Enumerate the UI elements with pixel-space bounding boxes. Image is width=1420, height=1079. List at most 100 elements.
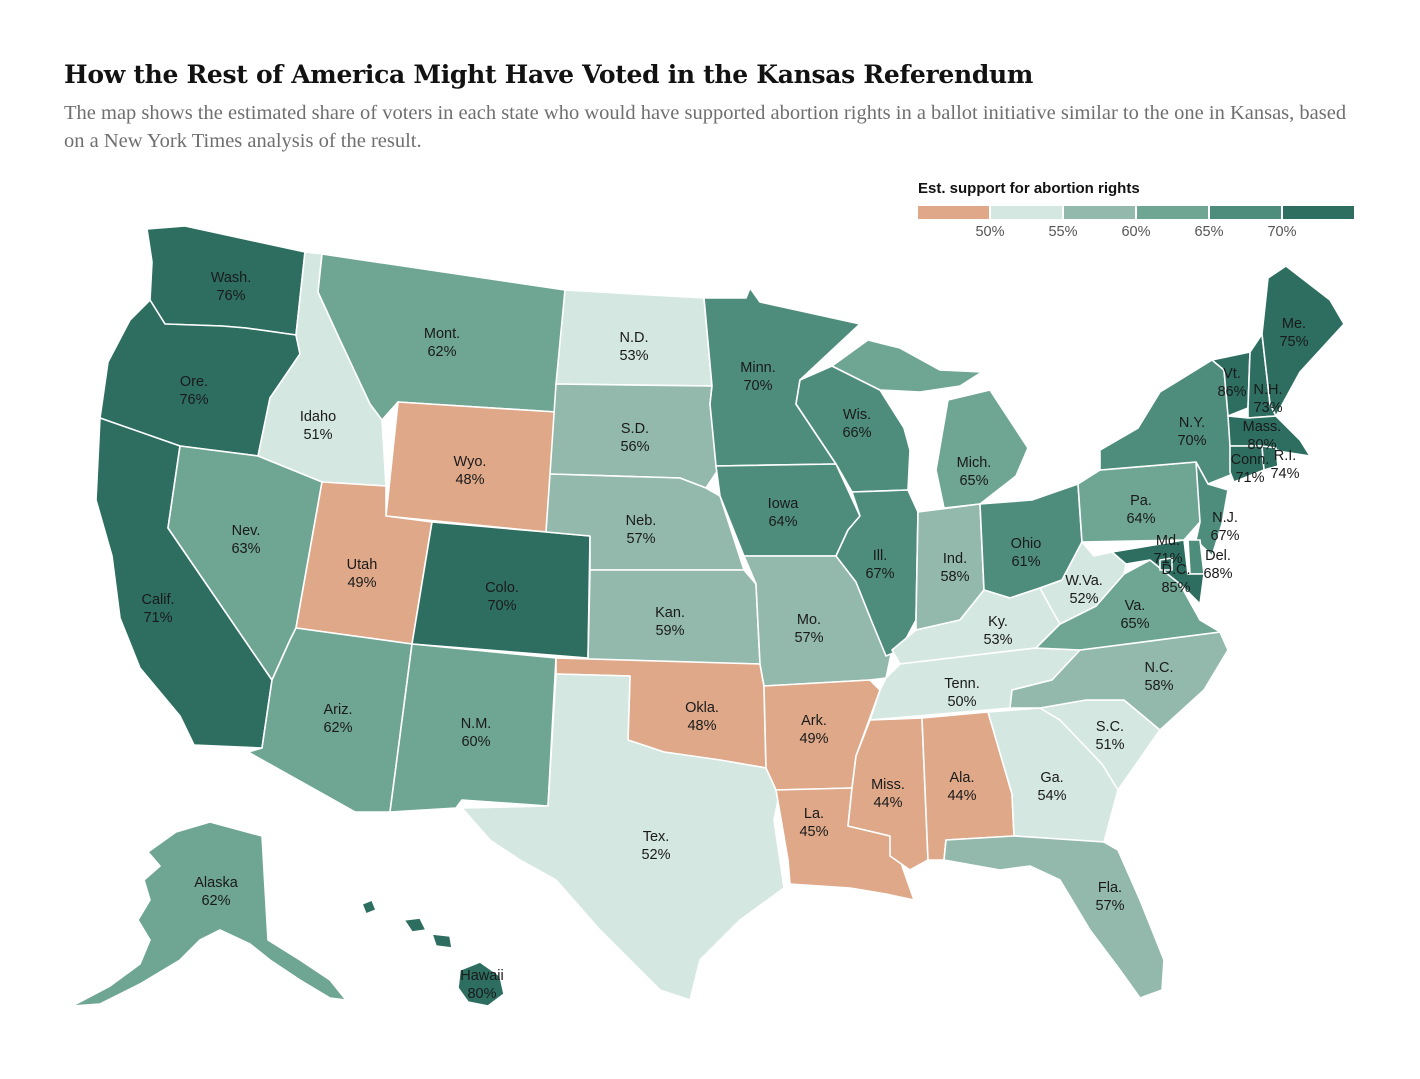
legend-tick-55: 55% (1048, 224, 1078, 240)
label-nv-name: Nev. (232, 523, 261, 539)
label-ga-value: 54% (1037, 788, 1066, 804)
label-sd-value: 56% (620, 439, 649, 455)
legend-tick-50: 50% (975, 224, 1005, 240)
label-sc-value: 51% (1095, 737, 1124, 753)
label-wy-value: 48% (455, 472, 484, 488)
label-ia-value: 64% (768, 514, 797, 530)
state-nj (1195, 461, 1229, 557)
legend-tick-65: 65% (1194, 224, 1224, 240)
state-vt (1211, 351, 1251, 417)
state-ak (71, 821, 347, 1007)
label-nd-name: N.D. (620, 330, 649, 346)
label-va-value: 65% (1120, 616, 1149, 632)
label-nh-value: 73% (1253, 400, 1282, 416)
label-md-name: Md. (1156, 533, 1180, 549)
label-sc-name: S.C. (1096, 719, 1124, 735)
state-dc (1159, 557, 1173, 571)
label-dc-name: D.C. (1162, 562, 1191, 578)
label-nm-name: N.M. (461, 716, 492, 732)
state-hi-islands (361, 899, 453, 949)
label-ar-name: Ark. (801, 713, 827, 729)
label-nj-value: 67% (1210, 528, 1239, 544)
label-ms-name: Miss. (871, 777, 905, 793)
legend-swatch-60-65 (1137, 206, 1208, 219)
label-me-name: Me. (1282, 316, 1306, 332)
label-ky-name: Ky. (988, 614, 1008, 630)
state-hi (457, 961, 505, 1007)
label-ks-value: 59% (655, 623, 684, 639)
state-nc (1009, 631, 1229, 731)
label-co-value: 70% (487, 598, 516, 614)
legend-swatch-55-60 (1064, 206, 1135, 219)
label-nc-value: 58% (1144, 678, 1173, 694)
label-ok-value: 48% (687, 718, 716, 734)
label-il-value: 67% (865, 566, 894, 582)
label-oh-name: Ohio (1011, 536, 1042, 552)
label-ak-value: 62% (201, 893, 230, 909)
label-mt-value: 62% (427, 344, 456, 360)
label-ne-value: 57% (626, 531, 655, 547)
label-in-value: 58% (940, 569, 969, 585)
label-il-name: Ill. (873, 548, 888, 564)
legend-swatch-50-55 (991, 206, 1062, 219)
label-oh-value: 61% (1011, 554, 1040, 570)
label-ny-value: 70% (1177, 433, 1206, 449)
label-ms-value: 44% (873, 795, 902, 811)
label-id-name: Idaho (300, 409, 336, 425)
label-mn-name: Minn. (740, 360, 775, 376)
label-tn-value: 50% (947, 694, 976, 710)
legend-swatch-70-plus (1283, 206, 1354, 219)
label-ky-value: 53% (983, 632, 1012, 648)
label-nv-value: 63% (231, 541, 260, 557)
state-ri (1261, 445, 1279, 471)
label-la-name: La. (804, 806, 824, 822)
label-fl-name: Fla. (1098, 880, 1122, 896)
label-ak-name: Alaska (194, 875, 238, 891)
label-ct-value: 71% (1235, 470, 1264, 486)
label-tx-value: 52% (641, 847, 670, 863)
label-ny-name: N.Y. (1179, 415, 1205, 431)
state-md (1111, 539, 1205, 605)
label-id-value: 51% (303, 427, 332, 443)
label-ar-value: 49% (799, 731, 828, 747)
label-fl-value: 57% (1095, 898, 1124, 914)
label-ut-name: Utah (347, 557, 378, 573)
label-al-value: 44% (947, 788, 976, 804)
label-va-name: Va. (1125, 598, 1146, 614)
label-ma-value: 80% (1247, 437, 1276, 453)
label-wv-name: W.Va. (1065, 573, 1103, 589)
label-pa-name: Pa. (1130, 493, 1152, 509)
label-hi-value: 80% (467, 986, 496, 1002)
label-ia-name: Iowa (768, 496, 800, 512)
label-me-value: 75% (1279, 334, 1308, 350)
state-me (1261, 265, 1345, 417)
label-az-name: Ariz. (324, 702, 353, 718)
legend-swatch-below-50 (918, 206, 989, 219)
label-mt-name: Mont. (424, 326, 460, 342)
label-tx-name: Tex. (643, 829, 670, 845)
state-mi-upper (831, 339, 983, 393)
legend-title: Est. support for abortion rights (918, 180, 1140, 197)
label-la-value: 45% (799, 824, 828, 840)
label-wi-value: 66% (842, 425, 871, 441)
legend-tick-60: 60% (1121, 224, 1151, 240)
state-fl (943, 835, 1165, 999)
label-nc-name: N.C. (1145, 660, 1174, 676)
label-nj-name: N.J. (1212, 510, 1238, 526)
label-wv-value: 52% (1069, 591, 1098, 607)
label-nd-value: 53% (619, 348, 648, 364)
label-tn-name: Tenn. (944, 676, 979, 692)
label-ct-name: Conn. (1231, 452, 1270, 468)
map-title: How the Rest of America Might Have Voted… (64, 60, 1034, 89)
label-sd-name: S.D. (621, 421, 649, 437)
label-mn-value: 70% (743, 378, 772, 394)
label-pa-value: 64% (1126, 511, 1155, 527)
state-wi (795, 365, 911, 493)
label-ca-name: Calif. (141, 592, 174, 608)
label-co-name: Colo. (485, 580, 519, 596)
label-az-value: 62% (323, 720, 352, 736)
label-de-name: Del. (1205, 548, 1231, 564)
state-il (835, 489, 919, 657)
state-mi (935, 389, 1029, 509)
label-wa-name: Wash. (211, 270, 252, 286)
